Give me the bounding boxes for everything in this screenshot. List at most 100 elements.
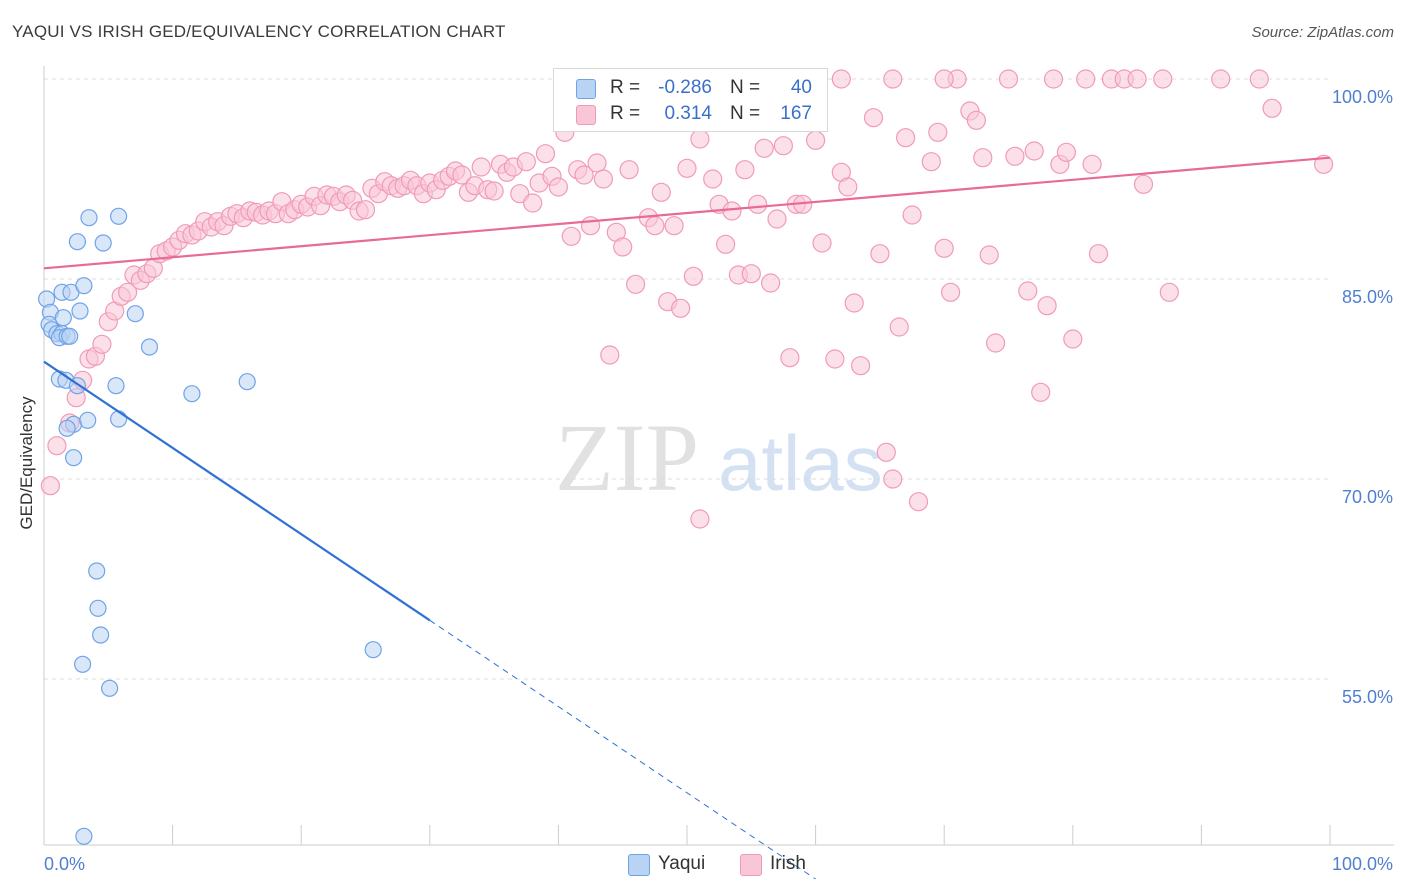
yaqui-trend-line — [43, 360, 431, 622]
yaqui-point — [68, 233, 87, 251]
yaqui-point — [88, 562, 106, 580]
yaqui-point — [75, 827, 93, 845]
irish-point — [934, 69, 954, 89]
irish-point — [773, 136, 794, 156]
series-legend: Yaqui Irish — [0, 852, 1406, 878]
irish-point — [973, 148, 993, 168]
irish-point — [928, 122, 948, 142]
irish-point — [889, 317, 909, 337]
x-tick-label: 100.0% — [1332, 854, 1393, 874]
irish-point — [471, 157, 491, 177]
irish-point — [934, 238, 954, 258]
irish-point — [985, 333, 1006, 353]
irish-point — [1031, 382, 1051, 402]
irish-point — [355, 200, 376, 220]
irish-point — [850, 356, 871, 376]
irish-point — [1262, 98, 1282, 118]
irish-point — [895, 128, 916, 148]
irish-point — [548, 177, 569, 197]
yaqui-point — [94, 234, 112, 252]
y-axis-label: GED/Equivalency — [17, 396, 36, 530]
legend-swatch-irish — [740, 854, 762, 876]
irish-point — [516, 152, 536, 172]
irish-point — [645, 216, 665, 236]
tick-labels: 100.0% 85.0% 70.0% 55.0% 0.0% 100.0% — [44, 87, 1393, 874]
irish-point — [921, 152, 941, 172]
irish-point — [625, 274, 646, 294]
yaqui-point — [100, 679, 119, 697]
irish-point — [613, 237, 633, 257]
irish-point — [1088, 244, 1109, 264]
yaqui-point — [109, 410, 128, 428]
yaqui-point — [107, 377, 125, 395]
irish-point — [1127, 69, 1147, 89]
irish-point — [1076, 69, 1096, 89]
irish-point — [690, 509, 710, 529]
irish-point — [523, 193, 543, 213]
irish-point — [754, 138, 774, 158]
irish-point — [593, 169, 614, 189]
y-tick-label: 100.0% — [1332, 87, 1393, 107]
irish-point — [1159, 282, 1179, 302]
irish-point — [741, 264, 761, 284]
yaqui-point — [54, 309, 72, 327]
legend-r-value: 0.314 — [664, 103, 712, 124]
irish-point — [117, 282, 138, 302]
chart-title: YAQUI VS IRISH GED/EQUIVALENCY CORRELATI… — [12, 22, 506, 41]
legend-n-label: N = — [730, 77, 761, 98]
irish-trend-line — [43, 156, 1331, 270]
irish-point — [1082, 154, 1102, 174]
irish-point — [979, 245, 999, 265]
irish-point — [863, 108, 884, 128]
yaqui-point — [73, 655, 92, 673]
yaqui-trend-extension — [429, 619, 816, 880]
irish-point — [805, 130, 826, 150]
legend-r-label: R = — [610, 77, 641, 98]
stats-legend: R = -0.286 N = 40 R = 0.314 N = 167 — [553, 68, 828, 132]
watermark-atlas: atlas — [718, 419, 883, 507]
irish-point — [870, 244, 890, 264]
irish-point — [1018, 281, 1038, 301]
irish-point — [580, 216, 601, 236]
yaqui-point — [183, 385, 201, 403]
irish-point — [722, 201, 742, 221]
irish-point — [908, 492, 929, 512]
yaqui-point — [238, 373, 256, 391]
watermark-zip: ZIP — [555, 404, 699, 511]
irish-point — [92, 334, 112, 354]
irish-point — [825, 349, 845, 369]
irish-point — [966, 110, 987, 130]
irish-point — [1037, 296, 1057, 316]
irish-point — [940, 282, 961, 302]
irish-point — [767, 209, 787, 229]
irish-point — [651, 182, 671, 202]
irish-point — [600, 345, 620, 365]
irish-point — [510, 184, 530, 204]
irish-point — [690, 129, 710, 149]
yaqui-point — [140, 338, 159, 356]
irish-point — [902, 205, 922, 225]
legend-swatch-yaqui — [628, 854, 650, 876]
irish-point — [998, 69, 1019, 89]
trend-lines — [43, 156, 1331, 880]
irish-point — [484, 181, 504, 201]
legend-row-yaqui: R = -0.286 N = 40 — [554, 75, 827, 101]
yaqui-point — [79, 411, 97, 429]
irish-point — [883, 69, 903, 89]
yaqui-point — [91, 626, 110, 644]
yaqui-point — [109, 207, 128, 225]
irish-point — [844, 293, 864, 313]
irish-point — [735, 160, 755, 180]
watermark: ZIP atlas — [555, 404, 883, 511]
y-tick-label: 70.0% — [1342, 487, 1393, 507]
irish-point — [587, 153, 607, 173]
yaqui-point — [71, 302, 89, 320]
irish-point — [1063, 329, 1083, 349]
irish-point — [683, 266, 704, 286]
yaqui-point — [126, 305, 144, 323]
yaqui-point — [89, 599, 107, 617]
irish-point — [452, 165, 472, 185]
irish-point — [812, 233, 832, 253]
legend-r-value: -0.286 — [658, 77, 712, 98]
